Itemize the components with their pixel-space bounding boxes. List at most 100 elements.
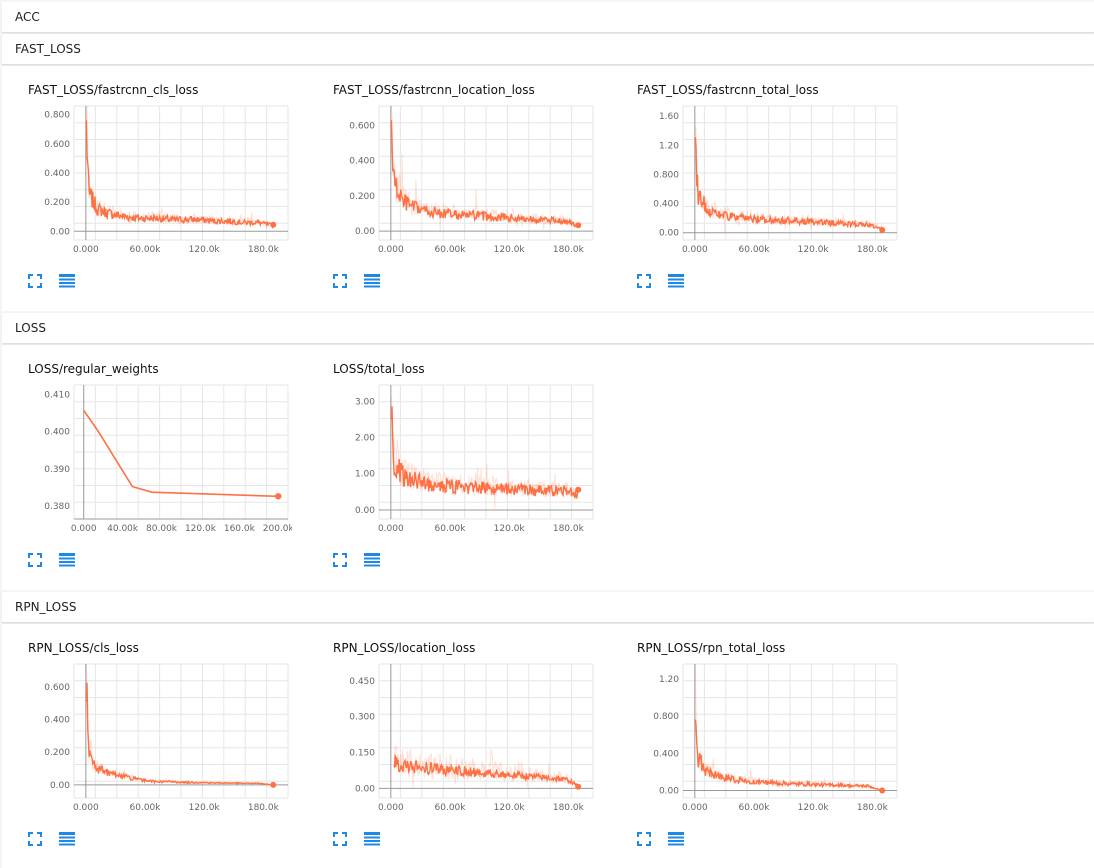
section-title: FAST_LOSS [15, 42, 81, 56]
series-line [83, 409, 279, 498]
y-tick-label: 0.200 [44, 748, 70, 758]
chart-card: LOSS/total_loss 0.00 1.00 2.00 3.00 0.000 60.0… [307, 346, 597, 576]
x-tick-label: 160.0k [224, 524, 256, 534]
x-tick-label: 80.00k [146, 524, 178, 534]
chart-grid [682, 105, 898, 241]
chart-plot[interactable]: 0.00 0.200 0.400 0.600 0.000 60.00k 120.0k 180.… [307, 97, 597, 267]
section-header-fast-loss[interactable]: FAST_LOSS [2, 34, 1094, 65]
section-body-rpn-loss [2, 624, 1094, 868]
y-tick-label: 0.00 [50, 227, 70, 237]
y-tick-label: 0.800 [653, 712, 679, 722]
y-tick-label: 0.150 [349, 749, 375, 759]
data-table-icon[interactable] [58, 552, 76, 568]
data-table-icon[interactable] [363, 273, 381, 289]
x-tick-label: 0.000 [71, 524, 97, 534]
chart-card: FAST_LOSS/fastrcnn_cls_loss 0.00 0.200 0.40… [2, 67, 292, 297]
x-tick-label: 180.0k [857, 803, 889, 813]
y-tick-label: 0.400 [653, 749, 679, 759]
x-tick-label: 0.000 [73, 803, 99, 813]
series-line [85, 682, 274, 786]
y-tick-label: 1.20 [659, 141, 679, 151]
section-body-loss [2, 345, 1094, 590]
chart-title: RPN_LOSS/location_loss [333, 641, 476, 655]
x-tick-label: 120.0k [798, 803, 830, 813]
data-table-icon[interactable] [363, 552, 381, 568]
x-tick-label: 60.00k [739, 245, 771, 255]
series-end-point [879, 787, 886, 794]
chart-grid [378, 384, 594, 520]
x-tick-label: 180.0k [248, 245, 280, 255]
chart-card: FAST_LOSS/fastrcnn_location_loss 0.00 0.20… [307, 67, 597, 297]
chart-plot[interactable]: 0.00 1.00 2.00 3.00 0.000 60.00k 120.0k 180.0k [307, 376, 597, 546]
expand-icon[interactable] [27, 831, 43, 847]
series-end-point [879, 227, 886, 234]
x-tick-label: 180.0k [553, 524, 585, 534]
section-header-loss[interactable]: LOSS [2, 313, 1094, 344]
expand-icon[interactable] [27, 273, 43, 289]
x-tick-label: 60.00k [435, 803, 467, 813]
expand-icon[interactable] [332, 831, 348, 847]
data-table-icon[interactable] [667, 831, 685, 847]
chart-plot[interactable]: 0.00 0.200 0.400 0.600 0.800 0.000 60.00k 120.0… [2, 97, 292, 267]
y-tick-label: 0.400 [44, 716, 70, 726]
y-tick-label: 0.00 [355, 784, 375, 794]
y-tick-label: 0.390 [44, 465, 70, 475]
chart-card: RPN_LOSS/location_loss 0.00 0.150 0.300 0.45… [307, 625, 597, 855]
expand-icon[interactable] [27, 552, 43, 568]
chart-plot[interactable]: 0.00 0.150 0.300 0.450 0.000 60.00k 120.0k 180.… [307, 655, 597, 825]
y-tick-label: 0.800 [44, 111, 70, 121]
y-tick-label: 0.450 [349, 677, 375, 687]
section-title: LOSS [15, 321, 46, 335]
chart-title: FAST_LOSS/fastrcnn_total_loss [637, 83, 819, 97]
x-tick-label: 120.0k [494, 803, 526, 813]
data-table-icon[interactable] [363, 831, 381, 847]
x-tick-label: 120.0k [798, 245, 830, 255]
chart-plot[interactable]: 0.00 0.400 0.800 1.20 0.000 60.00k 120.0k 180.0… [611, 655, 901, 825]
expand-icon[interactable] [636, 273, 652, 289]
section-body-fast-loss [2, 66, 1094, 311]
section-header-rpn-loss[interactable]: RPN_LOSS [2, 592, 1094, 623]
expand-icon[interactable] [636, 831, 652, 847]
chart-plot[interactable]: 0.00 0.400 0.800 1.20 1.60 0.000 60.00k 120.0k 1… [611, 97, 901, 267]
series-end-point [575, 486, 582, 493]
y-tick-label: 0.600 [349, 121, 375, 131]
series-line [393, 754, 579, 788]
x-tick-label: 180.0k [553, 245, 585, 255]
chart-plot[interactable]: 0.00 0.200 0.400 0.600 0.000 60.00k 120.0k 180.… [2, 655, 292, 825]
y-tick-label: 3.00 [355, 397, 375, 407]
chart-title: LOSS/regular_weights [28, 362, 159, 376]
chart-plot[interactable]: 0.380 0.390 0.400 0.410 0.000 40.00k 80.00k 120… [2, 376, 292, 546]
y-tick-label: 0.300 [349, 713, 375, 723]
chart-card: FAST_LOSS/fastrcnn_total_loss 0.00 0.400 0.… [611, 67, 901, 297]
y-tick-label: 0.00 [659, 229, 679, 239]
y-tick-label: 0.400 [349, 157, 375, 167]
section-title: ACC [15, 10, 40, 24]
series-line [390, 120, 579, 228]
x-tick-label: 40.00k [107, 524, 139, 534]
expand-icon[interactable] [332, 273, 348, 289]
data-table-icon[interactable] [58, 831, 76, 847]
x-tick-label: 180.0k [553, 803, 585, 813]
x-tick-label: 60.00k [130, 245, 162, 255]
x-tick-label: 60.00k [435, 245, 467, 255]
x-tick-label: 0.000 [378, 524, 404, 534]
y-tick-label: 0.00 [659, 787, 679, 797]
series-line [85, 120, 274, 230]
y-tick-label: 0.400 [44, 428, 70, 438]
series-end-point [270, 781, 277, 788]
chart-card: RPN_LOSS/rpn_total_loss 0.00 0.400 0.800 1.2… [611, 625, 901, 855]
x-tick-label: 0.000 [378, 245, 404, 255]
chart-title: FAST_LOSS/fastrcnn_location_loss [333, 83, 535, 97]
y-tick-label: 0.400 [653, 200, 679, 210]
y-tick-label: 1.60 [659, 112, 679, 122]
data-table-icon[interactable] [667, 273, 685, 289]
x-tick-label: 0.000 [682, 803, 708, 813]
chart-grid [682, 663, 898, 799]
x-tick-label: 180.0k [248, 803, 280, 813]
expand-icon[interactable] [332, 552, 348, 568]
x-tick-label: 120.0k [494, 524, 526, 534]
chart-grid [73, 663, 289, 799]
y-tick-label: 0.200 [349, 192, 375, 202]
section-header-acc[interactable]: ACC [2, 2, 1094, 33]
data-table-icon[interactable] [58, 273, 76, 289]
